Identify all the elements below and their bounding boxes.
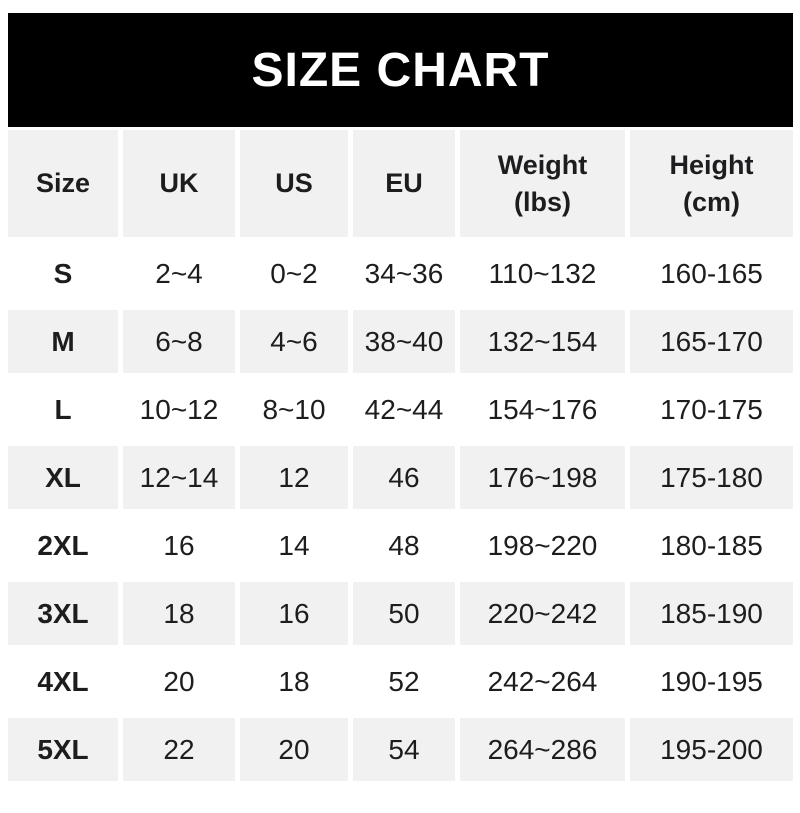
size-label-3xl: 3XL: [8, 582, 118, 645]
table-cell: 48: [353, 514, 455, 577]
size-chart-banner: SIZE CHART: [8, 13, 793, 127]
table-cell: 4~6: [240, 310, 348, 373]
table-cell: 220~242: [460, 582, 625, 645]
table-cell: 18: [123, 582, 235, 645]
table-cell: 46: [353, 446, 455, 509]
size-label-s: S: [8, 242, 118, 305]
table-cell: 0~2: [240, 242, 348, 305]
table-cell: 242~264: [460, 650, 625, 713]
table-cell: 16: [240, 582, 348, 645]
column-header-height-cm: Height (cm): [630, 130, 793, 237]
table-cell: 2~4: [123, 242, 235, 305]
table-cell: 42~44: [353, 378, 455, 441]
table-cell: 22: [123, 718, 235, 781]
table-cell: 198~220: [460, 514, 625, 577]
table-cell: 14: [240, 514, 348, 577]
table-cell: 110~132: [460, 242, 625, 305]
table-cell: 12~14: [123, 446, 235, 509]
table-cell: 54: [353, 718, 455, 781]
page-title: SIZE CHART: [251, 43, 550, 97]
size-label-2xl: 2XL: [8, 514, 118, 577]
table-cell: 154~176: [460, 378, 625, 441]
table-cell: 12: [240, 446, 348, 509]
table-cell: 20: [240, 718, 348, 781]
table-cell: 190-195: [630, 650, 793, 713]
table-cell: 34~36: [353, 242, 455, 305]
table-cell: 180-185: [630, 514, 793, 577]
table-cell: 18: [240, 650, 348, 713]
size-label-4xl: 4XL: [8, 650, 118, 713]
table-cell: 8~10: [240, 378, 348, 441]
size-label-m: M: [8, 310, 118, 373]
size-label-xl: XL: [8, 446, 118, 509]
size-label-l: L: [8, 378, 118, 441]
column-header-weight-lbs: Weight (lbs): [460, 130, 625, 237]
table-cell: 38~40: [353, 310, 455, 373]
column-header-uk: UK: [123, 130, 235, 237]
size-table: Size UK US EU Weight (lbs) Height (cm) S 2~4 0~2…: [8, 130, 793, 781]
table-cell: 264~286: [460, 718, 625, 781]
table-cell: 170-175: [630, 378, 793, 441]
table-cell: 10~12: [123, 378, 235, 441]
table-cell: 165-170: [630, 310, 793, 373]
table-cell: 175-180: [630, 446, 793, 509]
column-header-eu: EU: [353, 130, 455, 237]
table-cell: 132~154: [460, 310, 625, 373]
column-header-us: US: [240, 130, 348, 237]
table-cell: 52: [353, 650, 455, 713]
column-header-size: Size: [8, 130, 118, 237]
table-cell: 160-165: [630, 242, 793, 305]
table-cell: 50: [353, 582, 455, 645]
size-label-5xl: 5XL: [8, 718, 118, 781]
table-cell: 195-200: [630, 718, 793, 781]
table-cell: 176~198: [460, 446, 625, 509]
table-cell: 20: [123, 650, 235, 713]
table-cell: 6~8: [123, 310, 235, 373]
table-cell: 16: [123, 514, 235, 577]
table-cell: 185-190: [630, 582, 793, 645]
